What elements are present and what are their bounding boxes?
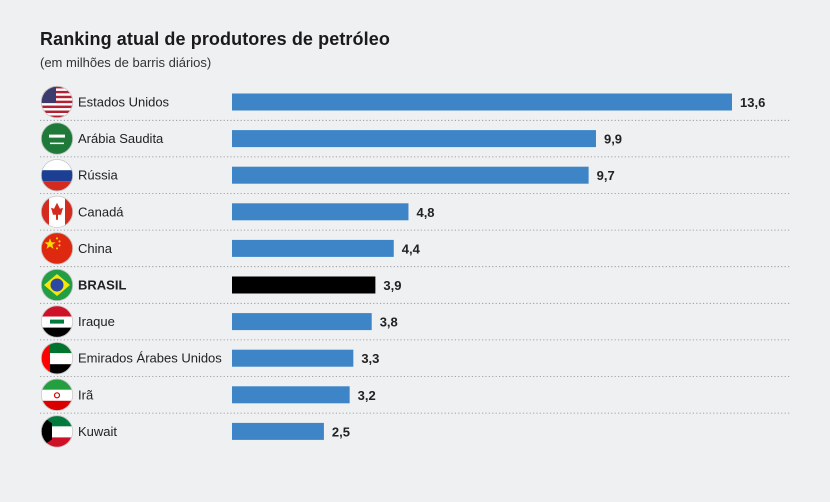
flag-border (40, 85, 74, 119)
value-label: 9,7 (597, 168, 615, 183)
bar (232, 386, 350, 404)
flag-border (40, 232, 74, 265)
value-label: 3,3 (361, 351, 379, 366)
flag-border (40, 159, 74, 192)
value-label: 4,8 (416, 205, 434, 220)
value-label: 3,9 (383, 278, 401, 293)
flag-border (40, 195, 74, 228)
flag-border (40, 305, 74, 338)
value-label: 9,9 (604, 132, 622, 147)
saudi-arabia-flag-icon (41, 122, 73, 155)
chart-title: Ranking atual de produtores de petróleo (40, 29, 390, 49)
bar (232, 166, 589, 184)
value-label: 2,5 (332, 424, 350, 439)
value-label: 3,8 (380, 315, 398, 330)
russia-flag-icon (41, 159, 73, 192)
iran-flag-icon (41, 378, 73, 411)
bar (232, 130, 596, 148)
bar (232, 93, 732, 111)
bar (232, 276, 376, 294)
bar (232, 422, 324, 440)
china-flag-icon (41, 232, 73, 265)
flag-border (40, 415, 74, 448)
category-label: China (78, 241, 113, 256)
category-label: Estados Unidos (78, 95, 170, 110)
category-label: Arábia Saudita (78, 131, 164, 146)
category-label: Irã (78, 387, 94, 402)
bar (232, 313, 372, 331)
bar (232, 203, 409, 221)
category-label: Emirados Árabes Unidos (78, 351, 222, 366)
chart-subtitle: (em milhões de barris diários) (40, 55, 212, 70)
brazil-flag-icon (41, 269, 73, 301)
uae-flag-icon (41, 342, 73, 375)
value-label: 3,2 (358, 388, 376, 403)
category-label: Kuwait (78, 424, 117, 439)
flag-border (40, 342, 74, 375)
value-label: 13,6 (740, 95, 765, 110)
bar (232, 349, 354, 367)
category-label: BRASIL (78, 278, 126, 293)
iraq-flag-icon (41, 305, 73, 338)
category-label: Rússia (78, 168, 119, 183)
canada-flag-icon (41, 195, 73, 228)
bar (232, 239, 394, 257)
value-label: 4,4 (402, 241, 421, 256)
flag-border (40, 122, 74, 155)
flag-border (40, 268, 74, 302)
category-label: Canadá (78, 204, 124, 219)
us-flag-icon (41, 86, 73, 118)
category-label: Iraque (78, 314, 115, 329)
flag-border (40, 378, 74, 411)
